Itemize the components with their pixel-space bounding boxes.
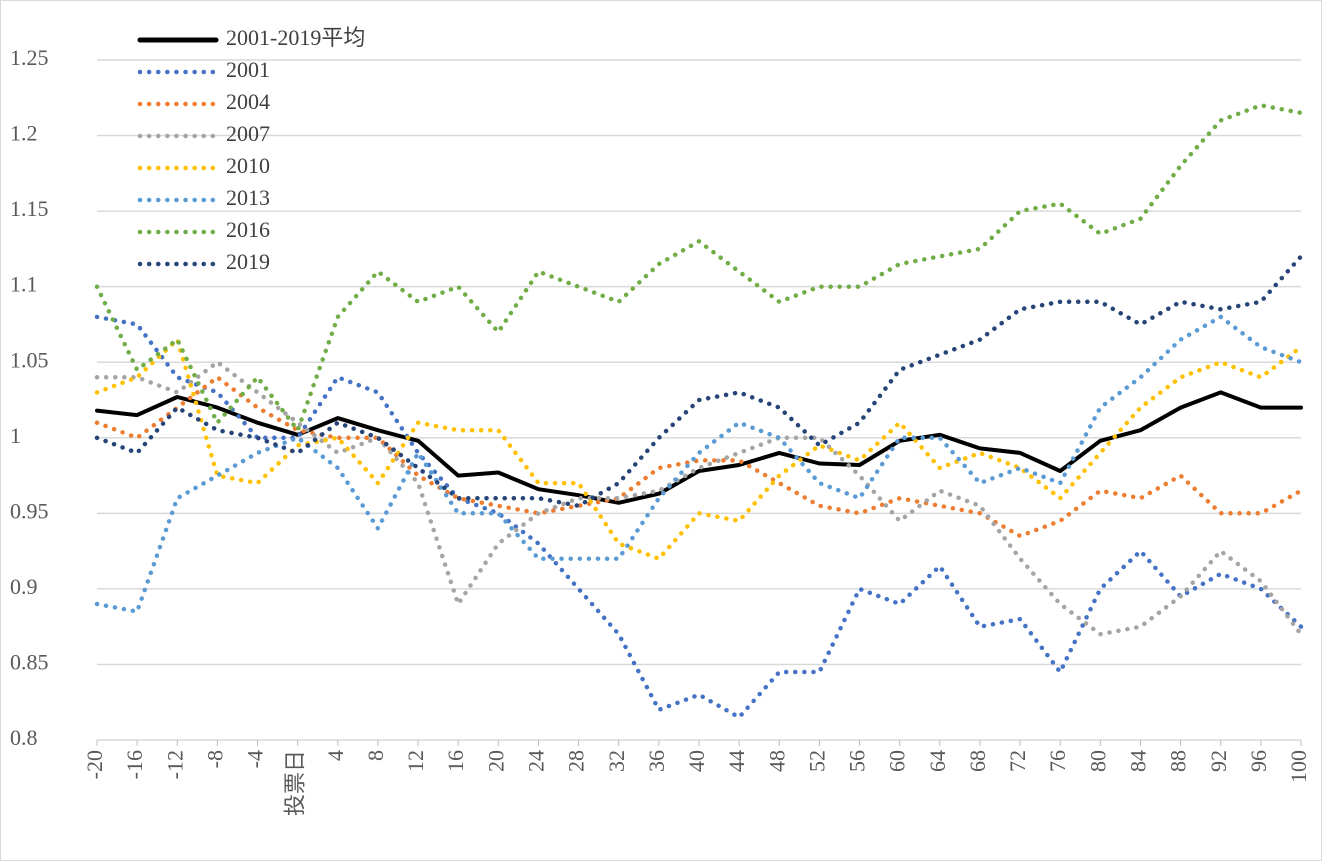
x-tick-label: 100	[1286, 750, 1311, 783]
x-tick-label: 52	[804, 750, 829, 772]
x-tick-label: 8	[363, 750, 388, 761]
x-tick-label: 36	[644, 750, 669, 772]
x-tick-label: 96	[1246, 750, 1271, 772]
x-tick-label: 44	[724, 750, 749, 772]
x-tick-label: -20	[82, 750, 107, 779]
legend-label: 2010	[226, 153, 270, 178]
x-tick-label: 60	[885, 750, 910, 772]
x-tick-label: 72	[1005, 750, 1030, 772]
series-line	[94, 103, 1304, 433]
x-tick-label: 40	[684, 750, 709, 772]
x-tick-label: 投票日	[283, 750, 308, 816]
y-tick-label: 1	[10, 423, 21, 448]
series-line	[94, 314, 1304, 614]
y-tick-label: 1.05	[10, 347, 49, 372]
x-tick-label: 76	[1045, 750, 1070, 772]
y-tick-label: 1.15	[10, 196, 49, 221]
series-line	[94, 254, 1304, 509]
x-tick-label: 84	[1126, 750, 1151, 772]
series-line	[94, 337, 1304, 561]
y-tick-label: 1.1	[10, 272, 38, 297]
series-line	[94, 359, 1304, 637]
y-tick-label: 0.9	[10, 574, 38, 599]
x-tick-label: 20	[483, 750, 508, 772]
legend: 2001-2019平均 2001 2004 2007 2010 2013 2016 2019	[137, 25, 365, 274]
x-tick-label: 28	[564, 750, 589, 772]
legend-label: 2019	[226, 249, 270, 274]
x-tick-label: -12	[162, 750, 187, 779]
legend-label: 2001-2019平均	[226, 25, 365, 50]
y-tick-label: 0.8	[10, 725, 38, 750]
x-tick-label: -8	[202, 750, 227, 768]
x-tick-label: 80	[1085, 750, 1110, 772]
x-tick-label: 32	[604, 750, 629, 772]
legend-label: 2016	[226, 217, 270, 242]
x-tick-label: -16	[122, 750, 147, 779]
legend-label: 2007	[226, 121, 270, 146]
legend-label: 2004	[226, 89, 270, 114]
x-tick-label: 88	[1166, 750, 1191, 772]
x-tick-label: 56	[845, 750, 870, 772]
x-tick-label: 48	[764, 750, 789, 772]
y-tick-label: 0.95	[10, 498, 49, 523]
x-tick-label: 68	[965, 750, 990, 772]
legend-label: 2013	[226, 185, 270, 210]
x-tick-label: 92	[1206, 750, 1231, 772]
x-tick-label: 64	[925, 750, 950, 772]
x-tick-label: 16	[443, 750, 468, 772]
legend-label: 2001	[226, 57, 270, 82]
x-tick-label: 4	[323, 750, 348, 761]
x-tick-label: -4	[243, 750, 268, 768]
y-tick-label: 1.2	[10, 121, 38, 146]
x-tick-label: 12	[403, 750, 428, 772]
y-tick-label: 0.85	[10, 649, 49, 674]
x-tick-label: 24	[524, 750, 549, 772]
y-tick-label: 1.25	[10, 45, 49, 70]
